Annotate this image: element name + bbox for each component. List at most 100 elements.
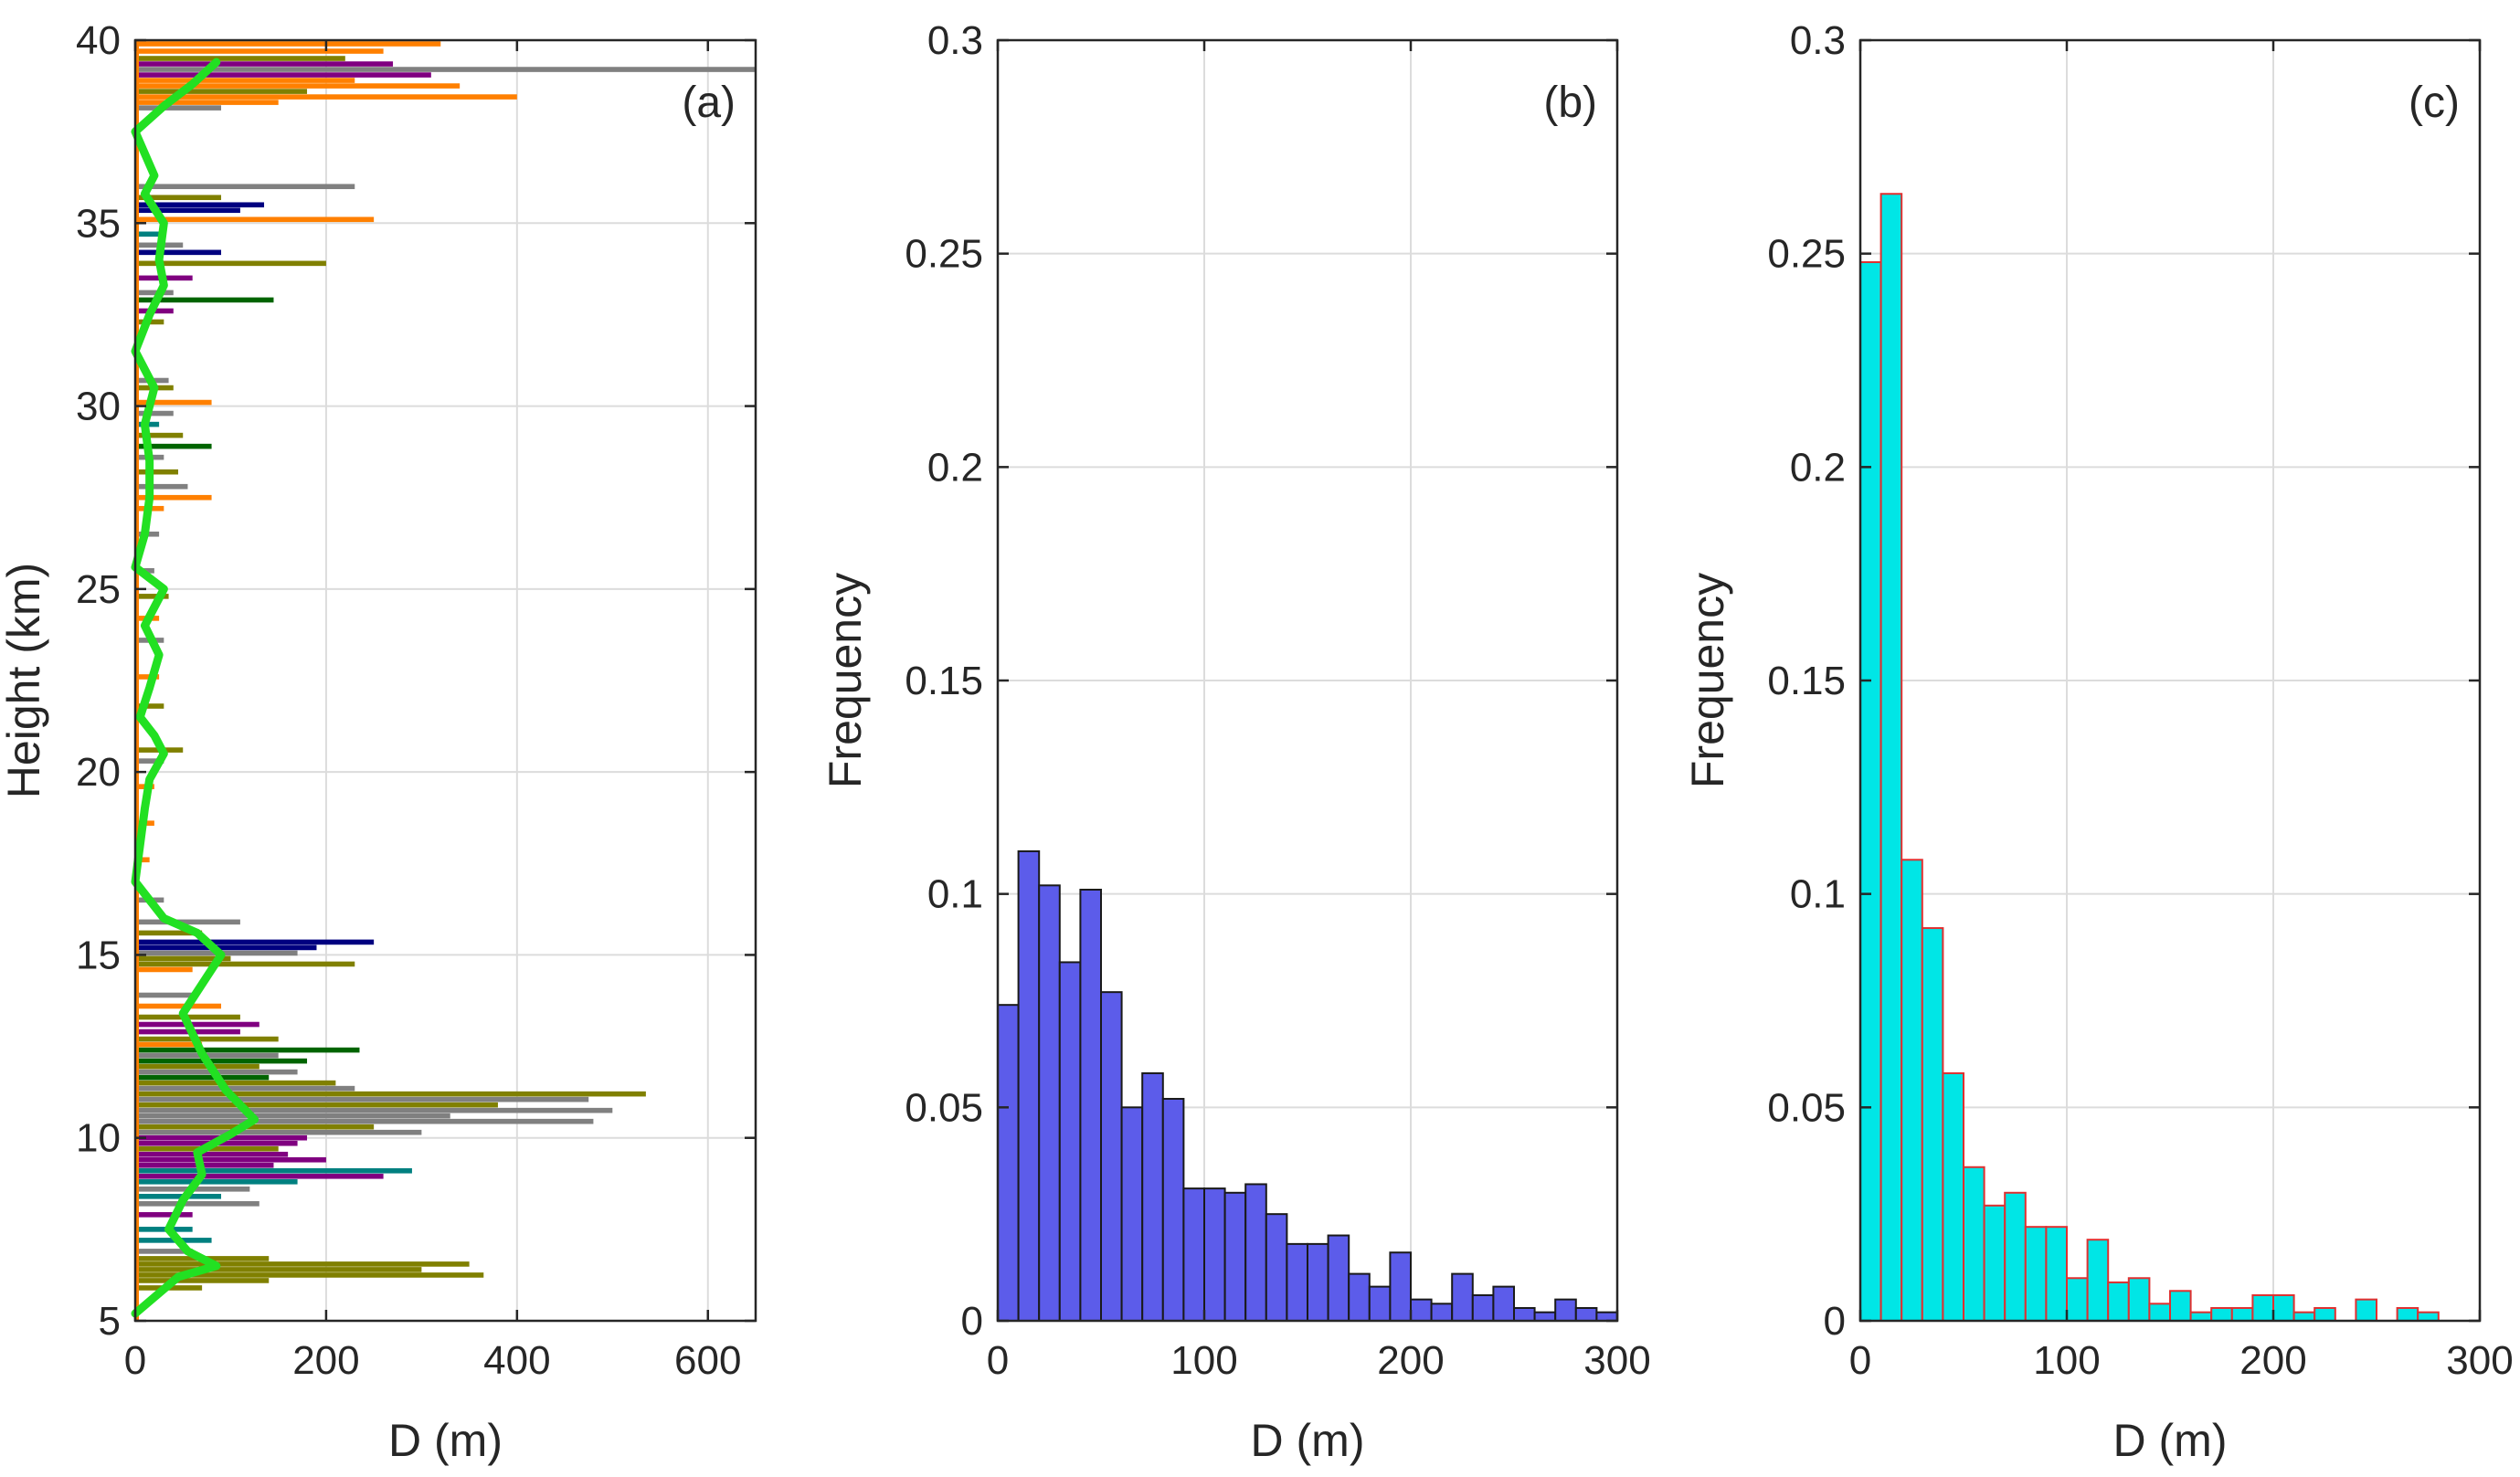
panel-label: (c) [2409,79,2460,127]
histogram-bar [2417,1311,2440,1322]
x-tick-label: 200 [1377,1338,1444,1383]
profile-bar [135,61,394,67]
profile-bar [135,1085,355,1092]
profile-bar [135,41,441,47]
y-axis-label: Height (km) [0,563,49,798]
y-tick-label: 15 [76,933,121,977]
profile-bar [135,1249,193,1254]
profile-bar [135,202,265,208]
profile-bar [135,992,193,998]
profile-bar [135,944,317,951]
profile-bar [135,1278,270,1283]
histogram-bar [2230,1306,2254,1322]
histogram-bar [1079,888,1103,1322]
histogram-bar [1120,1106,1144,1323]
histogram-bar [1471,1293,1495,1322]
profile-bar [135,469,179,475]
histogram-bar [1901,859,1923,1323]
profile-bar [135,1162,274,1168]
histogram-bar [1921,927,1944,1322]
histogram-bar [1859,261,1882,1323]
y-tick-label: 0.05 [1767,1085,1846,1130]
histogram-bar [1038,884,1061,1322]
profile-bar [135,1151,289,1157]
histogram-bar [1161,1097,1185,1323]
profile-bar [135,703,164,709]
y-axis-label: Frequency [1682,573,1733,788]
y-tick-label: 0.2 [1790,445,1846,490]
profile-bar [135,297,274,303]
histogram-bar [1141,1071,1164,1322]
y-tick-label: 0.25 [905,232,983,277]
histogram-bar [2251,1293,2274,1322]
x-axis-label: D (m) [388,1415,503,1466]
profile-bar [135,1124,375,1130]
profile-bar [135,1227,193,1232]
histogram-bar [1574,1306,1598,1322]
profile-bar [135,443,212,449]
profile-bar [135,1201,259,1207]
histogram-bar [1223,1191,1247,1323]
profile-bar [135,1173,384,1179]
histogram-bar [1100,991,1123,1322]
histogram-bar [2148,1303,2171,1322]
profile-bar [135,1074,270,1081]
profile-bar [135,483,188,490]
profile-bar [135,1129,422,1135]
profile-bar [135,494,212,501]
x-tick-label: 200 [2239,1338,2306,1383]
profile-bar [135,1047,360,1053]
x-tick-label: 400 [483,1338,550,1383]
y-tick-label: 0.15 [905,659,983,703]
histogram-bar [1879,193,1903,1323]
x-axis-label: D (m) [2113,1415,2228,1466]
profile-bar [135,231,164,237]
histogram-bar [2169,1290,2192,1322]
histogram-bar [2396,1306,2419,1322]
histogram-bar [1554,1298,1577,1322]
profile-bar [135,930,203,936]
profile-bar [135,1036,279,1042]
profile-bar [135,1096,589,1102]
profile-bar [135,249,222,256]
profile-bar [135,758,164,764]
histogram-bar [2024,1226,2048,1322]
profile-bar [135,966,193,973]
y-tick-label: 0 [961,1299,983,1344]
y-axis-label: Frequency [820,573,871,788]
profile-bar [135,410,174,417]
histogram-bar [1389,1251,1413,1323]
panel-c-histogram: 0 100 200 300 0 0.05 0.1 0.15 0.2 0.25 0.3 D (m) Fre… [1682,18,2514,1466]
profile-bar [135,1267,422,1272]
profile-bar [135,432,184,438]
y-tick-label: 0.15 [1767,659,1846,703]
panel-b-histogram: 0 100 200 300 0 0.05 0.1 0.15 0.2 0.25 0.3 D (m) Fre… [820,18,1651,1466]
profile-bar [135,290,174,296]
profile-bar [135,94,517,100]
histogram-bar [1286,1242,1309,1323]
y-tick-label: 5 [99,1299,121,1344]
y-tick-label: 0.25 [1767,232,1846,277]
x-tick-label: 200 [292,1338,359,1383]
histogram-bar [1983,1204,2006,1322]
profile-bar [135,260,326,267]
x-tick-label: 0 [124,1338,146,1383]
y-tick-label: 40 [76,18,121,63]
x-axis-label: D (m) [1251,1415,1365,1466]
histogram-bar [1307,1242,1329,1323]
histogram-bar [1963,1166,1985,1323]
profile-bar [135,1272,484,1278]
histogram-bar [2189,1311,2213,1322]
profile-bar [135,1156,326,1163]
profile-bar [135,1107,613,1113]
histogram-bar [997,1004,1020,1322]
profile-bar [135,1080,336,1086]
x-tick-label: 0 [987,1338,1009,1383]
histogram-bar [1368,1285,1392,1322]
profile-bar [135,105,222,111]
histogram-bar [1595,1311,1619,1322]
histogram-bar [1058,961,1082,1322]
x-tick-label: 600 [674,1338,741,1383]
histogram-bar [1265,1213,1288,1322]
